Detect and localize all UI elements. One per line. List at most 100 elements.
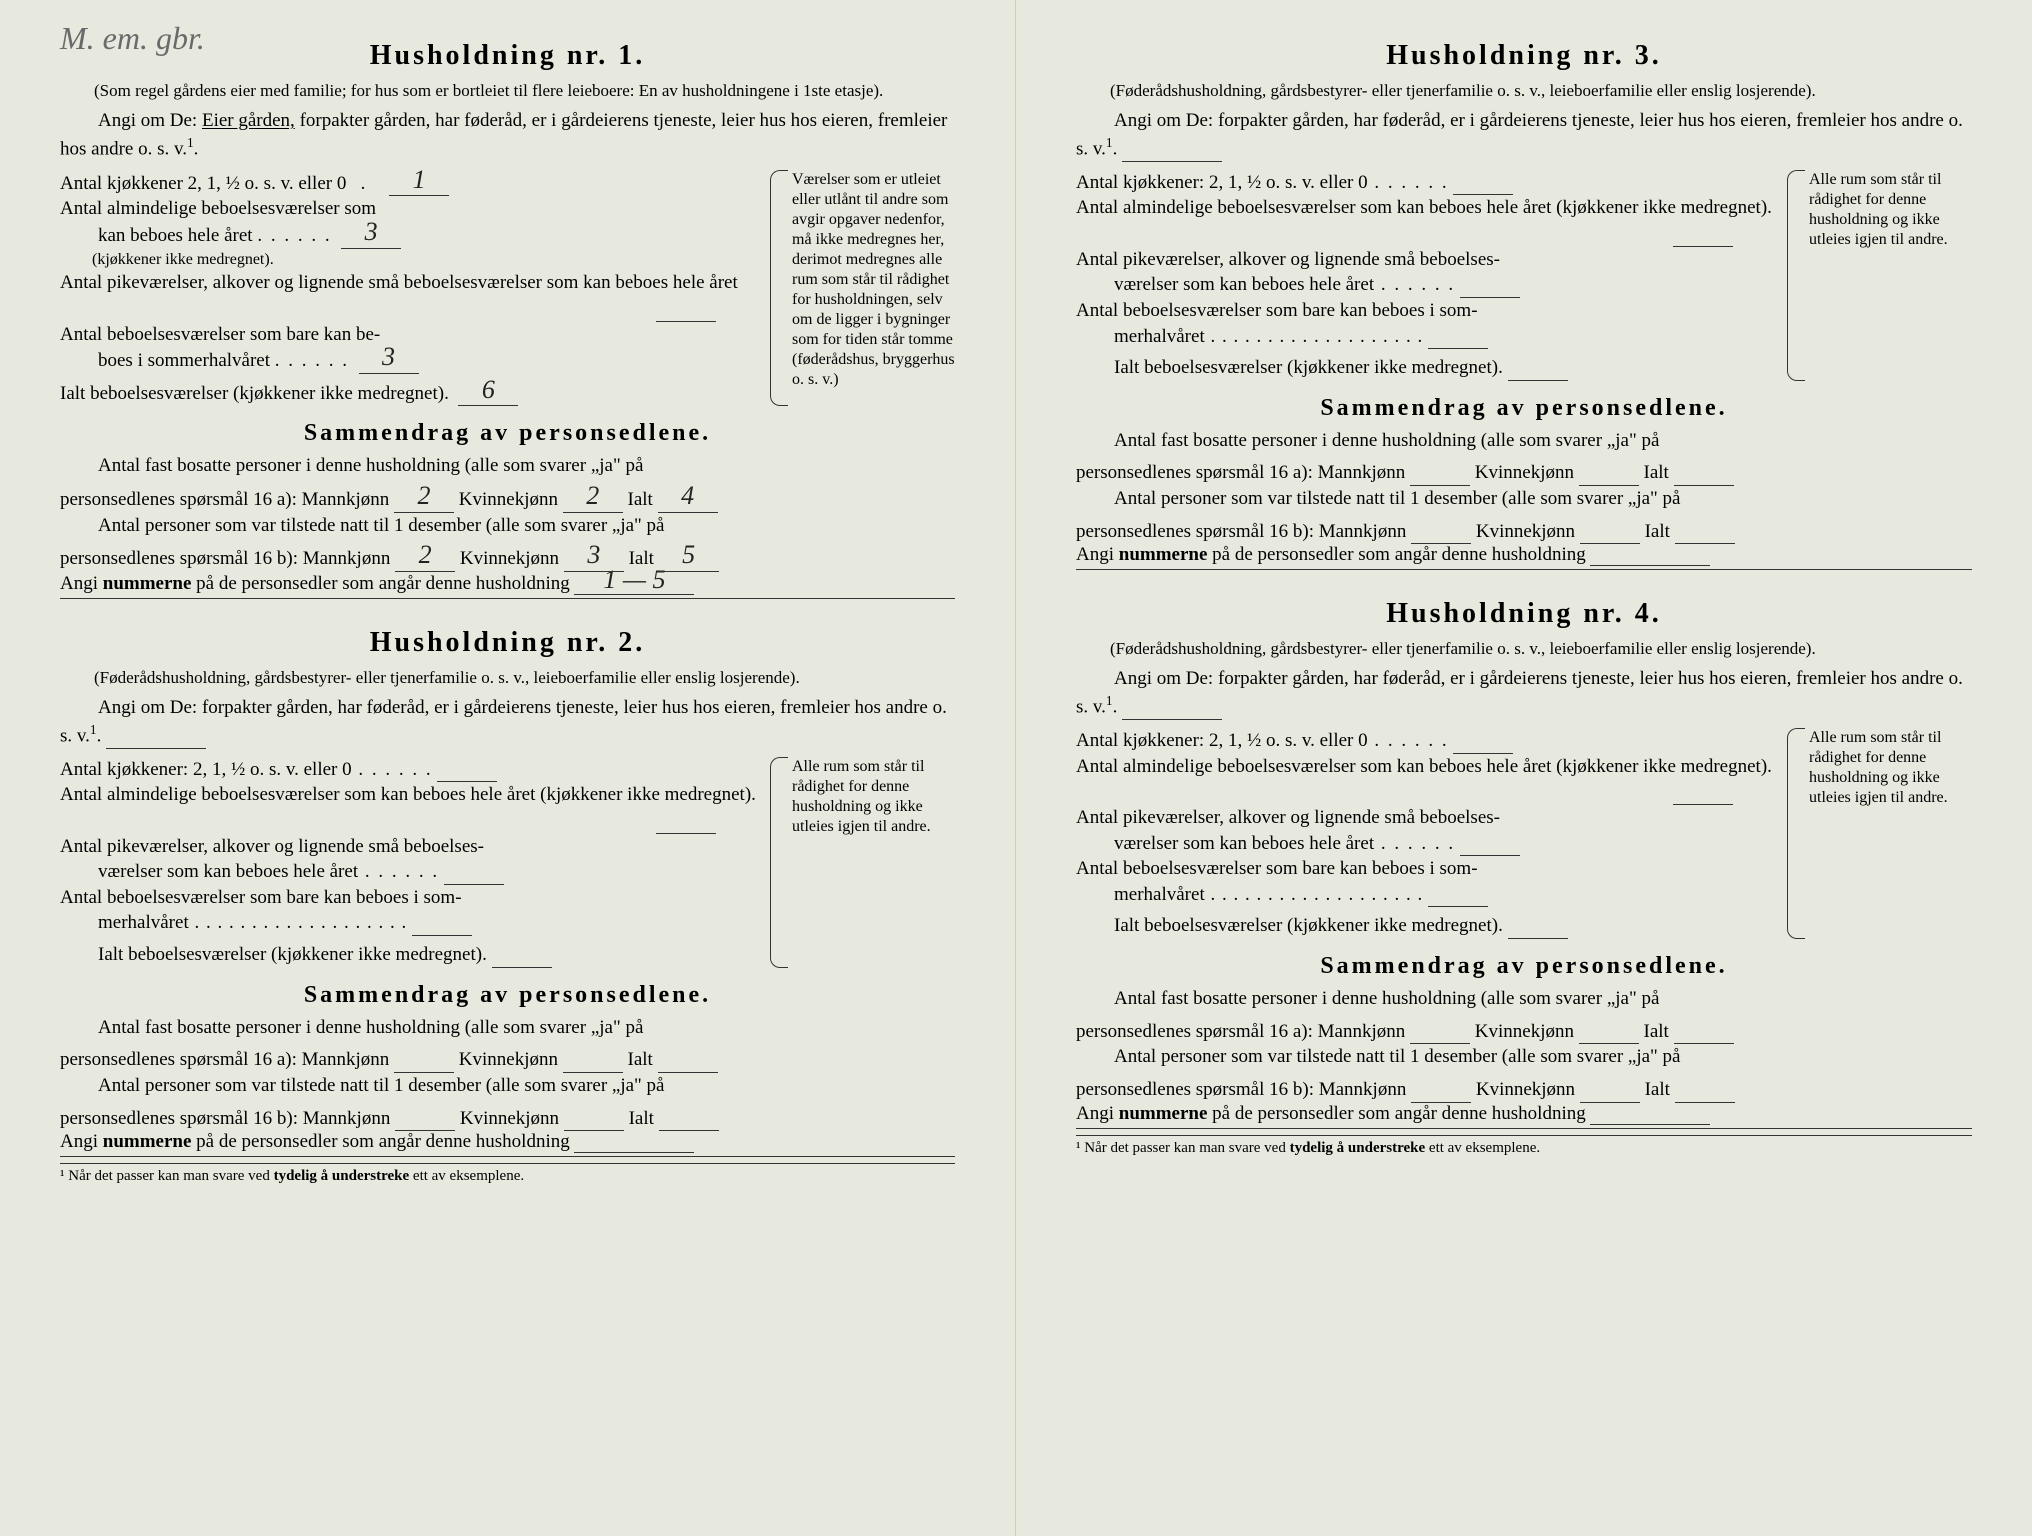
lbl2: Kvinnekjønn	[1476, 521, 1575, 542]
row-pike-b: værelser som kan beboes hele året	[1076, 831, 1773, 857]
h2-title: Husholdning nr. 2.	[60, 627, 955, 659]
h4-sidenote: Alle rum som står til rådighet for denne…	[1787, 728, 1972, 939]
lbl3: Ialt	[1645, 521, 1670, 542]
sidenote-text: Alle rum som står til rådighet for denne…	[1809, 171, 1948, 248]
lbl: værelser som kan beboes hele året	[1114, 274, 1374, 295]
lbl: værelser som kan beboes hele året	[98, 861, 358, 882]
lbl: Antal kjøkkener: 2, 1, ½ o. s. v. eller …	[60, 759, 352, 780]
lbl: Angi	[1076, 1103, 1114, 1124]
row-ialt: Ialt beboelsesværelser (kjøkkener ikke m…	[1076, 355, 1773, 381]
val-alm: 3	[365, 217, 378, 246]
lbl2: Kvinnekjønn	[1475, 462, 1574, 483]
title-prefix: Husholdning nr.	[1386, 598, 1625, 629]
h4-sammendrag-title: Sammendrag av personsedlene.	[1076, 953, 1972, 980]
brace-icon	[770, 757, 788, 968]
h4-title: Husholdning nr. 4.	[1076, 598, 1972, 630]
val-sommer: 3	[382, 342, 395, 371]
title-num: 2.	[618, 627, 645, 658]
row-kjokken: Antal kjøkkener: 2, 1, ½ o. s. v. eller …	[60, 757, 756, 783]
lbl-bold: nummerne	[1119, 1103, 1208, 1124]
lbl: Ialt beboelsesværelser (kjøkkener ikke m…	[1114, 357, 1503, 378]
title-num: 1.	[618, 40, 645, 71]
lbl: personsedlenes spørsmål 16 a): Mannkjønn	[1076, 462, 1405, 483]
lbl: Antal kjøkkener 2, 1, ½ o. s. v. eller 0	[60, 173, 346, 194]
row-alm-fill	[1076, 779, 1773, 805]
lbl: personsedlenes spørsmål 16 b): Mannkjønn	[60, 1108, 390, 1129]
val: 2	[419, 540, 432, 569]
household-1: Husholdning nr. 1. (Som regel gårdens ei…	[60, 40, 955, 599]
lbl2: Kvinnekjønn	[459, 1049, 558, 1070]
h3-rows-left: Antal kjøkkener: 2, 1, ½ o. s. v. eller …	[1076, 170, 1773, 381]
row-sommer-b: merhalvåret	[1076, 882, 1773, 908]
fn3: ett av eksemplene.	[413, 1168, 524, 1184]
h3-rows: Antal kjøkkener: 2, 1, ½ o. s. v. eller …	[1076, 170, 1972, 381]
h3-intro: Angi om De: forpakter gården, har føderå…	[1076, 108, 1972, 162]
val: 5	[682, 540, 695, 569]
row-sommer-a: Antal beboelsesværelser som bare kan beb…	[60, 885, 756, 911]
row-pike-a: Antal pikeværelser, alkover og lignende …	[1076, 805, 1773, 831]
h3-angi-nummer: Angi nummerne på de personsedler som ang…	[1076, 544, 1972, 570]
lbl2: på de personsedler som angår denne husho…	[1212, 544, 1586, 565]
h2-tilstede: Antal personer som var tilstede natt til…	[60, 1073, 955, 1100]
fn1: ¹ Når det passer kan man svare ved	[60, 1168, 270, 1184]
h2-angi-nummer: Angi nummerne på de personsedler som ang…	[60, 1131, 955, 1157]
h1-note: (Som regel gårdens eier med familie; for…	[60, 80, 955, 102]
row-sommer-b: merhalvåret	[1076, 324, 1773, 350]
right-page: Husholdning nr. 3. (Føderådshusholdning,…	[1016, 0, 2032, 1536]
h1-rows: Antal kjøkkener 2, 1, ½ o. s. v. eller 0…	[60, 170, 955, 407]
h3-fast: Antal fast bosatte personer i denne hush…	[1076, 428, 1972, 455]
brace-icon	[1787, 170, 1805, 381]
lbl2: Kvinnekjønn	[1476, 1079, 1575, 1100]
lbl: Angi	[60, 1131, 98, 1152]
h3-sammendrag-title: Sammendrag av personsedlene.	[1076, 395, 1972, 422]
h3-16a: personsedlenes spørsmål 16 a): Mannkjønn…	[1076, 460, 1972, 486]
title-num: 4.	[1635, 598, 1662, 629]
val-ialt: 6	[482, 375, 495, 404]
row-ialt: Ialt beboelsesværelser (kjøkkener ikke m…	[60, 380, 756, 407]
row-pike-b: værelser som kan beboes hele året	[60, 859, 756, 885]
lbl2: Kvinnekjønn	[460, 548, 559, 569]
h4-intro: Angi om De: forpakter gården, har føderå…	[1076, 666, 1972, 720]
h1-rows-left: Antal kjøkkener 2, 1, ½ o. s. v. eller 0…	[60, 170, 756, 407]
row-alm2: kan beboes hele året 3	[60, 222, 756, 249]
h4-tilstede: Antal personer som var tilstede natt til…	[1076, 1044, 1972, 1071]
row-alm: Antal almindelige beboelsesværelser som …	[60, 782, 756, 808]
fn2: tydelig å understreke	[274, 1168, 410, 1184]
handwriting-margin: M. em. gbr.	[60, 20, 205, 57]
row-alm: Antal almindelige beboelsesværelser som …	[1076, 195, 1773, 221]
val-kjokken: 1	[413, 165, 426, 194]
lbl: Ialt beboelsesværelser (kjøkkener ikke m…	[98, 944, 487, 965]
lbl2: på de personsedler som angår denne husho…	[1212, 1103, 1586, 1124]
lbl: merhalvåret	[1114, 884, 1205, 905]
lbl3: Ialt	[629, 1108, 654, 1129]
h4-angi-nummer: Angi nummerne på de personsedler som ang…	[1076, 1103, 1972, 1129]
h2-fast: Antal fast bosatte personer i denne hush…	[60, 1015, 955, 1042]
lbl: personsedlenes spørsmål 16 a): Mannkjønn	[60, 489, 389, 510]
h2-sammendrag-title: Sammendrag av personsedlene.	[60, 982, 955, 1009]
val: 2	[418, 481, 431, 510]
row-sommer-a: Antal beboelsesværelser som bare kan be-	[60, 322, 756, 348]
row-sommer-b: merhalvåret	[60, 910, 756, 936]
h1-angi-nummer: Angi nummerne på de personsedler som ang…	[60, 572, 955, 599]
h1-tilstede: Antal personer som var tilstede natt til…	[60, 513, 955, 540]
lbl2: Kvinnekjønn	[460, 1108, 559, 1129]
h1-intro: Angi om De: Eier gården, forpakter gårde…	[60, 108, 955, 162]
eier-gaarden: Eier gården,	[202, 110, 295, 131]
lbl2: på de personsedler som angår denne husho…	[196, 1131, 570, 1152]
lbl2: Kvinnekjønn	[459, 489, 558, 510]
lbl: Angi	[1076, 544, 1114, 565]
intro-text: Angi om De: forpakter gården, har føderå…	[60, 697, 947, 746]
row-ialt: Ialt beboelsesværelser (kjøkkener ikke m…	[60, 942, 756, 968]
lbl3: Ialt	[628, 489, 653, 510]
h2-16a: personsedlenes spørsmål 16 a): Mannkjønn…	[60, 1047, 955, 1073]
sup1: 1	[1106, 693, 1113, 708]
household-4: Husholdning nr. 4. (Føderådshusholdning,…	[1076, 598, 1972, 1156]
fn3: ett av eksemplene.	[1429, 1140, 1540, 1156]
lbl: merhalvåret	[98, 912, 189, 933]
h4-rows-left: Antal kjøkkener: 2, 1, ½ o. s. v. eller …	[1076, 728, 1773, 939]
row-alm-fill	[1076, 221, 1773, 247]
h1-fast: Antal fast bosatte personer i denne hush…	[60, 453, 955, 480]
val: 3	[587, 540, 600, 569]
lbl: boes i sommerhalvåret	[98, 350, 270, 371]
title-prefix: Husholdning nr.	[370, 40, 609, 71]
